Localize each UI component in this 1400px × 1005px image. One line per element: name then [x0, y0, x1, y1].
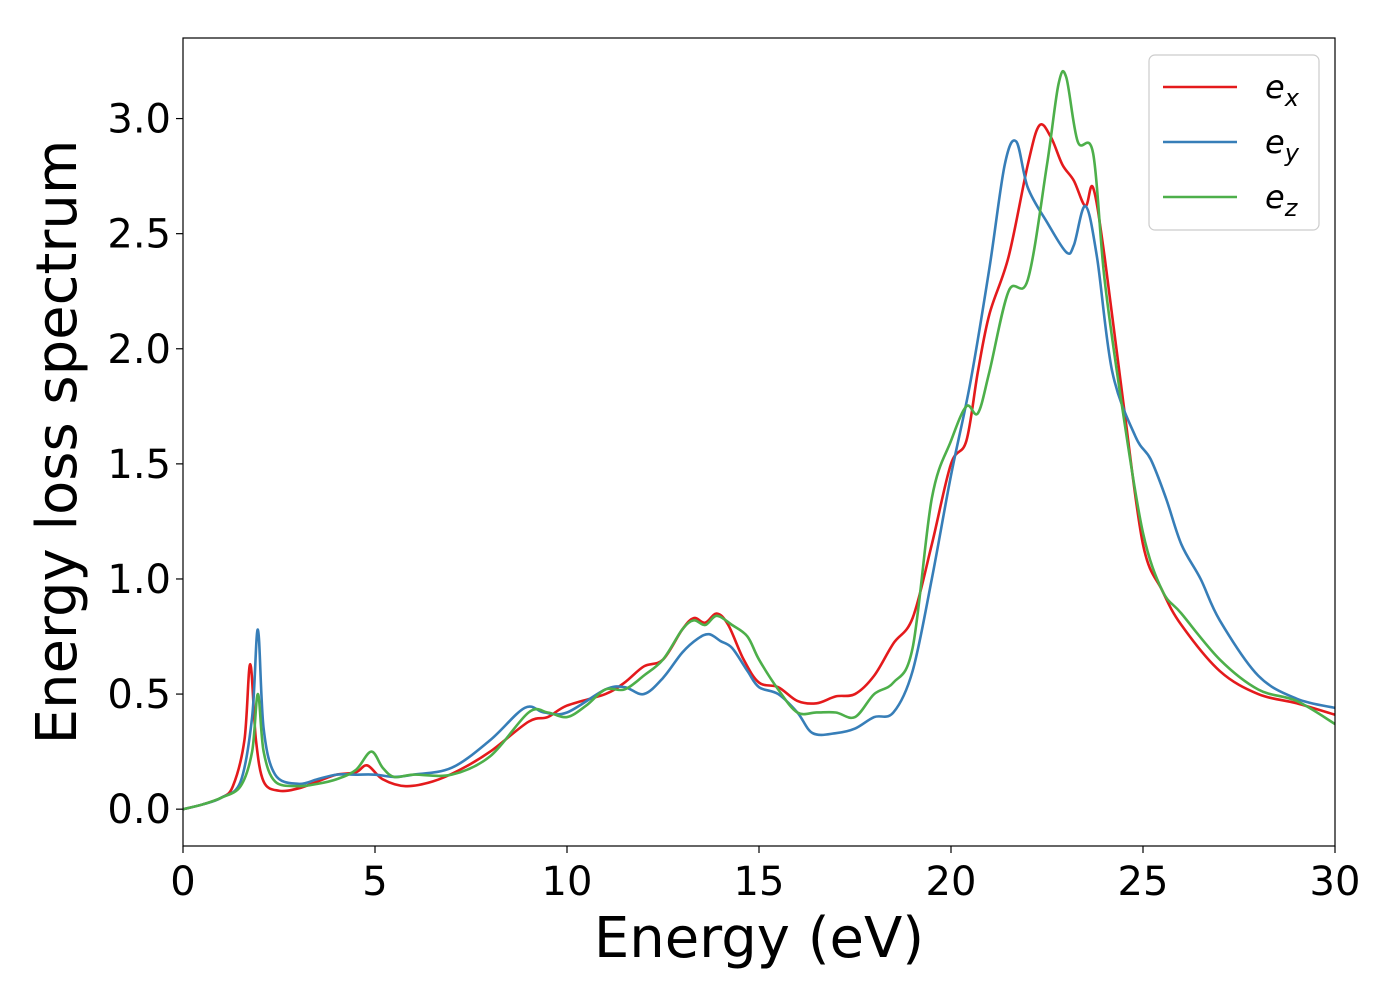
- x-tick-label: 30: [1310, 859, 1361, 905]
- y-axis-title: Energy loss spectrum: [25, 140, 90, 745]
- series-line-e-y: [183, 139, 1335, 811]
- x-axis-title: Energy (eV): [594, 906, 924, 971]
- y-tick-label: 1.5: [107, 442, 171, 488]
- y-tick-label: 3.0: [107, 97, 171, 143]
- y-tick-label: 2.5: [107, 212, 171, 258]
- legend: ex ey ez: [1148, 54, 1320, 231]
- legend-label: ey: [1265, 123, 1300, 167]
- y-axis: 0.0 0.5 1.0 1.5 2.0 2.5 3.0: [107, 97, 183, 833]
- legend-label: ez: [1265, 178, 1299, 222]
- series-layer: [183, 69, 1335, 811]
- y-tick-label: 2.0: [107, 327, 171, 373]
- x-tick-label: 0: [170, 859, 195, 905]
- legend-label: ex: [1265, 68, 1300, 112]
- y-tick-label: 0.0: [107, 787, 171, 833]
- x-tick-label: 20: [926, 859, 977, 905]
- x-tick-label: 15: [734, 859, 785, 905]
- x-tick-label: 25: [1118, 859, 1169, 905]
- x-tick-label: 5: [362, 859, 387, 905]
- series-line-e-z: [183, 69, 1335, 811]
- y-tick-label: 1.0: [107, 557, 171, 603]
- y-tick-label: 0.5: [107, 672, 171, 718]
- x-axis: 0 5 10 15 20 25 30: [170, 846, 1360, 905]
- x-tick-label: 10: [542, 859, 593, 905]
